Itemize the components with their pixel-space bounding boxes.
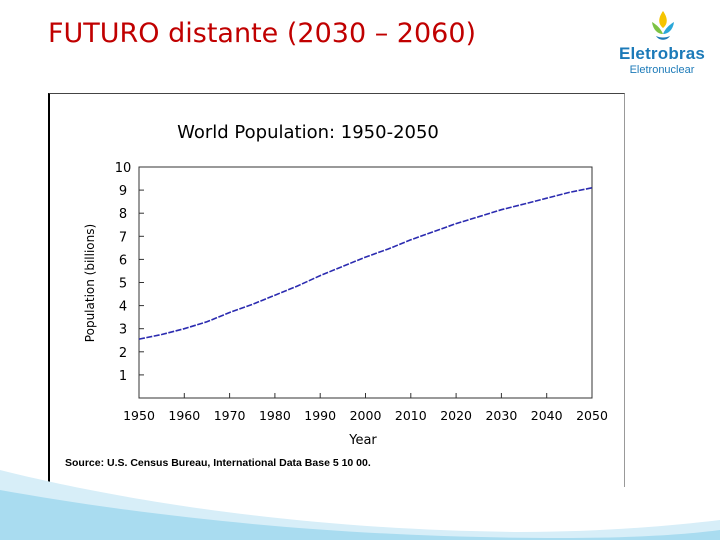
y-tick-label: 1 (119, 369, 127, 384)
x-tick-label: 2040 (531, 408, 563, 423)
chart-frame: World Population: 1950-2050 1 2 3 4 5 6 7 8 9 10 … (48, 93, 625, 487)
x-tick-label: 1990 (304, 408, 336, 423)
y-tick-label: 7 (119, 230, 127, 245)
logo-name: Eletrobras (618, 44, 706, 63)
x-tick-label: 1980 (259, 408, 291, 423)
decorative-wave (0, 470, 720, 540)
eletrobras-logo: Eletrobras Eletronuclear (612, 10, 712, 82)
chart-title: World Population: 1950-2050 (177, 122, 439, 143)
eletrobras-leaf-icon (652, 11, 674, 40)
y-tick-label: 6 (119, 253, 127, 268)
x-tick-label: 2010 (395, 408, 427, 423)
slide-title: FUTURO distante (2030 – 2060) (48, 18, 477, 49)
y-tick-label: 4 (119, 300, 127, 315)
y-tick-label: 5 (119, 277, 127, 292)
y-tick-label: 2 (119, 346, 127, 361)
y-tick-label: 10 (115, 161, 132, 176)
y-tick-label: 8 (119, 207, 127, 222)
x-axis-label: Year (348, 433, 377, 448)
x-tick-label: 2000 (350, 408, 382, 423)
y-axis-ticks: 1 2 3 4 5 6 7 8 9 10 (115, 161, 144, 384)
x-tick-label: 1970 (214, 408, 246, 423)
population-chart: World Population: 1950-2050 12345678910 … (65, 122, 608, 469)
y-tick-label: 3 (119, 323, 127, 338)
plot-area (138, 166, 593, 399)
x-tick-label: 1950 (123, 408, 155, 423)
logo-subtitle: Eletronuclear (629, 64, 695, 76)
y-axis-label: Population (billions) (83, 224, 97, 342)
x-tick-label: 2050 (576, 408, 608, 423)
y-tick-label: 9 (119, 184, 127, 199)
x-tick-label: 1960 (168, 408, 200, 423)
x-tick-label: 2020 (440, 408, 472, 423)
x-tick-label: 2030 (485, 408, 517, 423)
x-axis-ticks: 1950 1960 1970 1980 1990 2000 2010 2020 2030 2040… (123, 393, 608, 423)
population-line (138, 187, 593, 340)
chart-source: Source: U.S. Census Bureau, Internationa… (65, 457, 371, 469)
